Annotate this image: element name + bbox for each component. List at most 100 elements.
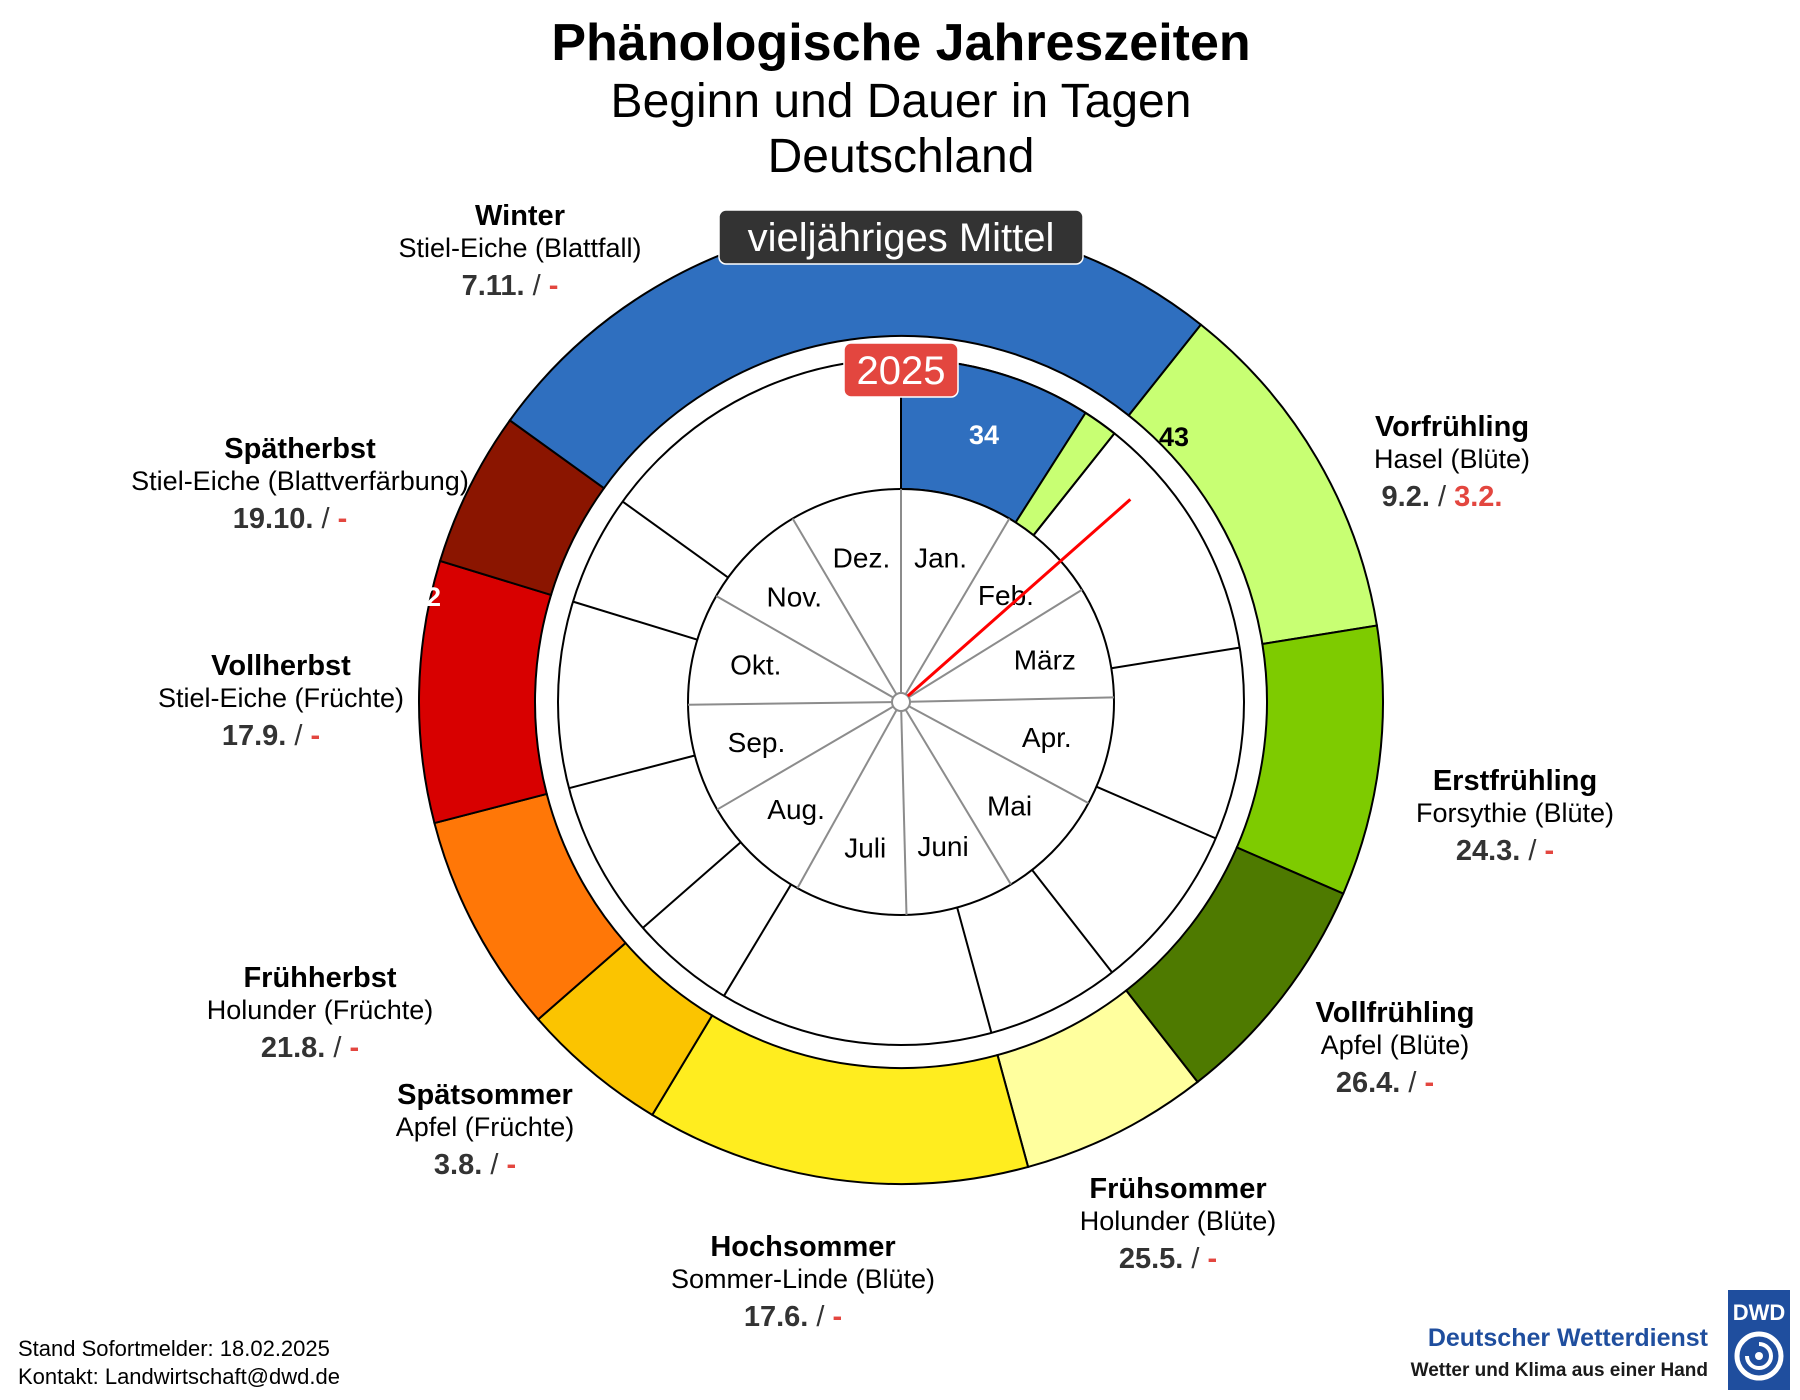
mean-start: 9.2. bbox=[1382, 481, 1430, 513]
month-divider-6 bbox=[900, 710, 908, 915]
mean-start: 24.3. bbox=[1456, 835, 1521, 867]
chart-title: Phänologische Jahreszeiten bbox=[551, 14, 1250, 72]
start-2025: - bbox=[311, 720, 321, 752]
chart-region: Deutschland bbox=[768, 130, 1035, 183]
season-dates: 25.5. / - bbox=[1119, 1243, 1217, 1275]
month-label-4: Mai bbox=[987, 791, 1032, 822]
center-hub bbox=[891, 692, 911, 712]
season-indicator: Apfel (Früchte) bbox=[396, 1112, 575, 1142]
dwd-logo: DWD bbox=[1728, 1290, 1790, 1390]
inner-divider-0 bbox=[1032, 432, 1116, 536]
month-divider-8 bbox=[716, 705, 894, 811]
season-indicator: Holunder (Blüte) bbox=[1080, 1206, 1277, 1236]
month-divider-4 bbox=[908, 705, 1089, 805]
season-indicator: Stiel-Eiche (Blattverfärbung) bbox=[131, 466, 469, 496]
ring-badges: vieljähriges Mittel 2025 bbox=[718, 209, 1084, 398]
inner-divider-3 bbox=[1031, 869, 1113, 974]
footer-status: Stand Sofortmelder: 18.02.2025 bbox=[18, 1336, 330, 1361]
season-name: Vollfrühling bbox=[1316, 997, 1475, 1029]
mean-start: 19.10. bbox=[233, 503, 314, 535]
season-dates: 17.6. / - bbox=[744, 1301, 842, 1333]
marker-line bbox=[906, 498, 1132, 698]
badge-mean-text: vieljähriges Mittel bbox=[748, 216, 1055, 260]
mean-start: 21.8. bbox=[261, 1032, 326, 1064]
start-2025: - bbox=[350, 1032, 360, 1064]
season-dates: 3.8. / - bbox=[434, 1149, 516, 1181]
season-name: Frühherbst bbox=[243, 962, 396, 994]
inner-divider-6 bbox=[642, 841, 742, 929]
dwd-logo-text: DWD bbox=[1733, 1300, 1786, 1325]
mean-start: 3.8. bbox=[434, 1149, 482, 1181]
inner-divider-5 bbox=[723, 883, 792, 997]
date-separator: / bbox=[808, 1301, 832, 1333]
inner-divider-9 bbox=[622, 500, 729, 579]
month-label-0: Jan. bbox=[914, 542, 967, 573]
current-date-marker bbox=[906, 498, 1132, 698]
mean-start: 25.5. bbox=[1119, 1243, 1184, 1275]
season-indicator: Holunder (Früchte) bbox=[207, 995, 434, 1025]
month-label-7: Aug. bbox=[767, 794, 825, 825]
month-divider-10 bbox=[715, 595, 894, 699]
inner-divider-7 bbox=[568, 754, 696, 790]
month-divider-11 bbox=[791, 518, 898, 695]
outer-ring-mean: 43332923471827321994 bbox=[411, 219, 1384, 1185]
outer-sector-1 bbox=[1235, 624, 1384, 895]
season-indicator: Stiel-Eiche (Früchte) bbox=[158, 683, 404, 713]
season-dates: 17.9. / - bbox=[222, 720, 320, 752]
outer-value-7: 32 bbox=[411, 582, 441, 612]
inner-divider-2 bbox=[1096, 785, 1217, 840]
month-label-3: Apr. bbox=[1022, 722, 1072, 753]
season-name: Winter bbox=[475, 200, 565, 232]
start-2025: - bbox=[506, 1149, 516, 1181]
mean-start: 26.4. bbox=[1336, 1067, 1401, 1099]
season-name: Spätherbst bbox=[224, 433, 376, 465]
month-divider-2 bbox=[908, 588, 1083, 699]
inner-divider-4 bbox=[956, 907, 993, 1034]
start-2025: - bbox=[1425, 1067, 1435, 1099]
badge-2025-text: 2025 bbox=[857, 349, 946, 393]
season-dates: 26.4. / - bbox=[1336, 1067, 1434, 1099]
badge-2025: 2025 bbox=[843, 342, 959, 398]
start-2025: - bbox=[833, 1301, 843, 1333]
date-separator: / bbox=[1430, 481, 1454, 513]
mean-start: 7.11. bbox=[462, 270, 525, 302]
season-indicator: Sommer-Linde (Blüte) bbox=[671, 1264, 935, 1294]
date-separator: / bbox=[525, 270, 549, 302]
date-separator: / bbox=[286, 720, 310, 752]
start-2025: - bbox=[338, 503, 348, 535]
outer-value-8: 19 bbox=[451, 431, 481, 461]
date-separator: / bbox=[1520, 835, 1544, 867]
inner-divider-8 bbox=[572, 600, 698, 641]
month-label-10: Nov. bbox=[767, 582, 823, 613]
outer-sector-9 bbox=[508, 219, 1203, 490]
season-dates: 7.11. / - bbox=[462, 270, 559, 302]
season-name: Frühsommer bbox=[1089, 1173, 1266, 1205]
title-group: Phänologische Jahreszeiten Beginn und Da… bbox=[551, 14, 1250, 183]
date-separator: / bbox=[1400, 1067, 1424, 1099]
month-divider-7 bbox=[796, 709, 898, 889]
badge-mean: vieljähriges Mittel bbox=[718, 209, 1084, 265]
season-indicator: Forsythie (Blüte) bbox=[1416, 798, 1614, 828]
month-label-1: Feb. bbox=[978, 580, 1034, 611]
footer-contact[interactable]: Kontakt: Landwirtschaft@dwd.de bbox=[18, 1364, 340, 1389]
inner-value-winter: 34 bbox=[969, 420, 999, 450]
season-indicator: Hasel (Blüte) bbox=[1374, 444, 1530, 474]
mean-start: 17.9. bbox=[222, 720, 287, 752]
date-separator: / bbox=[1183, 1243, 1207, 1275]
start-2025: - bbox=[1208, 1243, 1218, 1275]
mean-start: 17.6. bbox=[744, 1301, 809, 1333]
season-indicator: Apfel (Blüte) bbox=[1321, 1030, 1470, 1060]
month-divider-9 bbox=[688, 701, 893, 706]
season-name: Vollherbst bbox=[211, 650, 351, 682]
brand-name: Deutscher Wetterdienst bbox=[1427, 1324, 1708, 1352]
